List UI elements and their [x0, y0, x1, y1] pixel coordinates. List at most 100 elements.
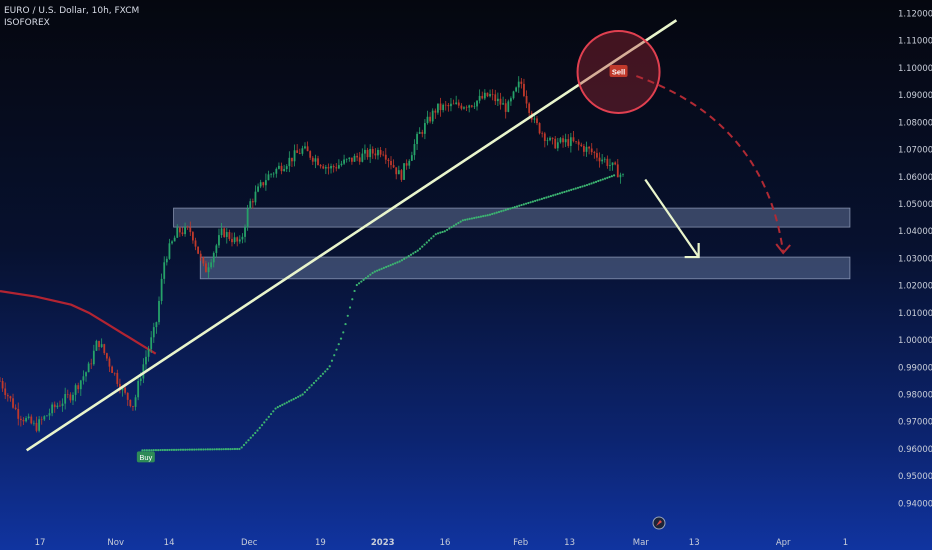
trail-dot	[227, 448, 230, 451]
candle-body	[588, 146, 591, 149]
chart-subtitle: ISOFOREX	[4, 18, 50, 28]
candle-body	[210, 262, 213, 268]
trail-dot	[143, 449, 146, 452]
trail-dot	[258, 426, 261, 429]
candle-body	[564, 139, 567, 143]
trail-dot	[470, 217, 474, 220]
buy-label: Buy	[139, 453, 152, 462]
trail-dot	[154, 449, 158, 452]
candle-body	[9, 396, 12, 399]
candle-body	[515, 87, 518, 92]
candle-body	[158, 300, 160, 323]
trail-dot	[339, 337, 343, 340]
candle-body	[145, 356, 147, 365]
candle-body	[468, 105, 471, 108]
trail-dot	[351, 298, 354, 301]
candle-body	[105, 353, 108, 359]
candle-body	[335, 167, 338, 169]
candle-body	[348, 157, 351, 160]
trail-dot	[579, 186, 582, 189]
trendline-segment	[25, 19, 678, 452]
candle-body	[184, 226, 186, 235]
trail-dot	[233, 447, 237, 451]
candle-body	[236, 237, 239, 242]
trail-dot	[240, 446, 243, 449]
candle-body	[351, 157, 353, 162]
trail-dot	[209, 448, 212, 451]
candle-body	[1, 381, 4, 389]
time-tick-label: Mar	[633, 538, 650, 548]
trail-dot	[585, 183, 589, 187]
support-zones	[173, 207, 851, 280]
candle-body	[12, 398, 14, 408]
trail-dot	[166, 448, 169, 452]
candle-body	[30, 416, 33, 424]
trail-dot	[355, 283, 358, 287]
candle-body	[567, 139, 570, 146]
candle-body	[134, 397, 137, 407]
trail-dot	[540, 197, 543, 200]
trail-dot	[576, 186, 580, 189]
candle-body	[437, 103, 439, 113]
candle-body	[108, 358, 111, 367]
trail-dot	[502, 209, 505, 212]
candle-body	[272, 173, 275, 175]
trail-dot	[581, 185, 584, 188]
candle-body	[231, 238, 233, 243]
trail-dot	[570, 188, 573, 191]
trail-dot	[281, 403, 284, 406]
candle-body	[132, 406, 134, 407]
trail-dot	[597, 179, 600, 183]
trail-dot	[224, 448, 228, 451]
price-tick-label: 1.10000	[898, 64, 932, 74]
price-tick-label: 0.95000	[898, 472, 932, 482]
trail-dot	[179, 448, 182, 451]
trail-dot	[439, 231, 442, 234]
candle-body	[64, 394, 67, 404]
trail-dot	[488, 213, 492, 216]
trail-dot	[427, 239, 431, 242]
trail-dot	[204, 448, 207, 451]
candle-body	[43, 416, 46, 420]
annotations: Sell Buy	[136, 29, 791, 463]
candle-body	[285, 166, 288, 170]
time-axis[interactable]: 17 Nov 14 Dec 19 2023 16 Feb 13 Mar 13 Apr 1	[35, 538, 849, 548]
candle-body	[215, 245, 218, 253]
trail-dot	[380, 267, 383, 270]
trail-dot	[385, 265, 388, 269]
trail-dot	[398, 260, 401, 263]
candle-body	[499, 98, 502, 105]
candle-body	[585, 146, 588, 152]
candle-body	[496, 98, 499, 102]
candle-body	[546, 140, 549, 141]
trail-dot	[206, 448, 209, 451]
candle-body	[616, 164, 619, 178]
candle-body	[194, 240, 197, 247]
candle-body	[111, 366, 113, 373]
candle-body	[465, 107, 468, 108]
candle-body	[56, 405, 59, 408]
candle-body	[61, 403, 64, 406]
candle-body	[85, 372, 87, 377]
candle-body	[512, 91, 515, 99]
candle-body	[296, 150, 299, 153]
price-axis[interactable]: 1.12000 1.11000 1.10000 1.09000 1.08000 1.070…	[898, 9, 932, 509]
trail-dot	[319, 374, 322, 378]
trail-dot	[500, 210, 503, 213]
trail-dot	[312, 381, 316, 385]
trail-dot	[301, 393, 304, 396]
candle-body	[559, 138, 562, 143]
trail-dot	[265, 418, 268, 421]
candle-body	[129, 399, 132, 407]
candle-body	[403, 163, 405, 180]
candle-body	[431, 110, 434, 122]
compass-icon[interactable]	[652, 516, 666, 530]
trail-dot	[527, 201, 530, 205]
candle-body	[478, 95, 481, 101]
trail-dot	[538, 198, 541, 201]
trail-dot	[493, 212, 496, 215]
zone-1	[173, 207, 851, 228]
trail-dot	[373, 270, 376, 273]
candle-body	[165, 258, 168, 263]
